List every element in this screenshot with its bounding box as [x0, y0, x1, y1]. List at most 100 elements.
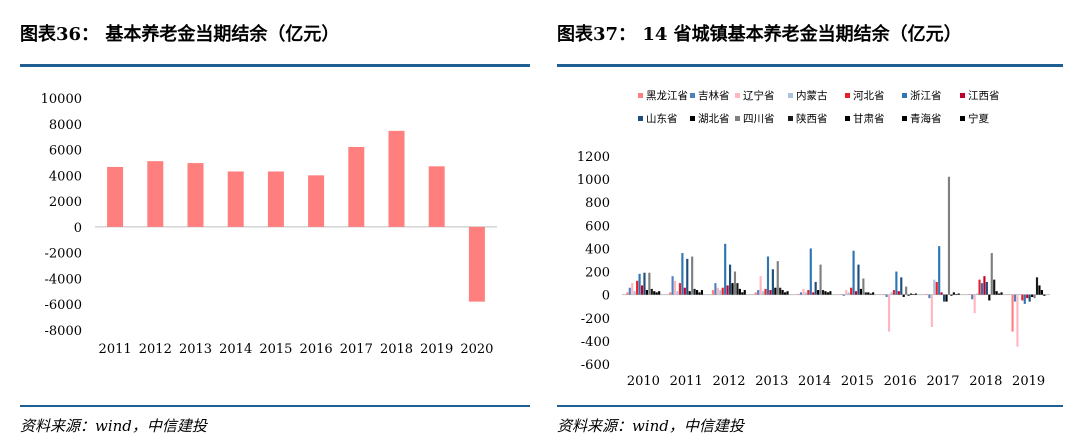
bar	[950, 294, 953, 296]
x-tick-label: 2019	[1012, 374, 1045, 389]
x-tick-label: 2015	[841, 374, 874, 389]
x-tick-label: 2016	[884, 374, 917, 389]
bar	[724, 243, 727, 295]
legend-swatch	[690, 93, 695, 98]
bar	[741, 292, 744, 295]
bar	[638, 273, 641, 295]
bar	[736, 283, 739, 295]
x-tick-label: 2019	[420, 342, 453, 357]
bar	[779, 287, 782, 295]
bar	[468, 226, 485, 302]
bar	[1028, 294, 1031, 302]
top-rule-left	[20, 64, 530, 67]
bar	[814, 281, 817, 295]
x-tick-label: 2013	[755, 374, 788, 389]
bar	[983, 276, 986, 295]
y-tick-label: -8000	[45, 324, 82, 339]
bar	[943, 294, 946, 302]
legend-swatch	[735, 93, 740, 98]
left-panel: 图表36： 基本养老金当期结余（亿元） 10000 8000 6000 4000 200…	[20, 24, 530, 435]
right-panel: 图表37： 14 省城镇基本养老金当期结余（亿元） 1200 1000 800 600…	[540, 0, 1080, 446]
legend-label: 青海省	[910, 112, 942, 125]
bar	[700, 290, 704, 295]
y-tick-label: 200	[585, 266, 610, 281]
bar	[902, 294, 905, 297]
bar	[187, 163, 204, 227]
bar	[852, 250, 855, 295]
legend-label: 甘肃省	[853, 112, 885, 125]
bar	[1038, 285, 1041, 295]
y-tick-label: -4000	[45, 272, 82, 287]
bar	[764, 288, 767, 295]
bar	[840, 294, 843, 295]
x-tick-label: 2020	[460, 342, 493, 357]
x-tick-label: 2011	[99, 342, 132, 357]
bar	[867, 292, 870, 295]
y-tick-label: 800	[585, 196, 610, 211]
bar	[1040, 290, 1043, 295]
bar	[107, 166, 124, 227]
chart-right: 1200 1000 800 600 400 200 0 -200 -400 -600 2010 201…	[577, 89, 1050, 389]
x-tick-label: 2012	[139, 342, 172, 357]
bar	[976, 293, 979, 295]
bar	[980, 283, 984, 295]
bar	[925, 294, 929, 295]
bar	[428, 166, 445, 227]
x-tick-label: 2014	[798, 374, 831, 389]
y-tick-label: 4000	[49, 169, 82, 184]
legend-label: 内蒙古	[796, 89, 828, 102]
bar	[648, 272, 651, 295]
y-tick-label: -400	[581, 335, 610, 350]
bar	[947, 176, 951, 295]
bar	[348, 146, 365, 227]
bar	[804, 292, 807, 295]
bar	[655, 292, 658, 295]
bar	[990, 253, 993, 295]
bar	[1016, 294, 1019, 347]
bar	[776, 261, 779, 295]
legend-swatch	[735, 116, 740, 121]
bar	[1021, 294, 1024, 301]
bar	[912, 294, 915, 295]
bar	[731, 283, 734, 295]
legend-swatch	[960, 93, 965, 98]
y-tick-label: 10000	[41, 92, 82, 107]
bar	[1035, 277, 1039, 295]
x-tick-label: 2014	[219, 342, 252, 357]
bottom-rule-right	[557, 405, 1063, 407]
bar	[938, 246, 941, 295]
bar	[928, 294, 931, 299]
bar	[1026, 294, 1029, 299]
legend-swatch	[845, 116, 850, 121]
bar	[774, 287, 777, 295]
bar	[909, 293, 913, 295]
bar	[308, 175, 325, 227]
bar	[914, 293, 918, 295]
bar	[819, 264, 822, 295]
bar	[645, 290, 648, 295]
x-tick-label: 2013	[179, 342, 212, 357]
bar	[626, 292, 629, 295]
legend-label: 宁夏	[968, 112, 989, 125]
y-tick-label: 1000	[577, 173, 610, 188]
bar	[978, 279, 981, 295]
x-tick-label: 2017	[926, 374, 959, 389]
bar	[693, 288, 696, 295]
y-tick-label: 0	[74, 221, 82, 236]
legend-swatch	[902, 116, 907, 121]
bar	[757, 290, 760, 295]
bar	[895, 271, 898, 295]
bar	[862, 278, 865, 295]
bar	[726, 285, 729, 295]
bar	[945, 294, 948, 302]
bar	[1031, 294, 1034, 297]
legend-swatch	[788, 116, 793, 121]
bar	[957, 293, 960, 295]
bar	[766, 256, 770, 295]
bar	[897, 291, 900, 295]
bar	[691, 256, 694, 295]
bar	[933, 279, 936, 295]
bar	[900, 277, 903, 295]
chart-left: 10000 8000 6000 4000 2000 0 -2000 -4000 -6000 -80…	[41, 92, 497, 357]
bar	[802, 288, 805, 295]
